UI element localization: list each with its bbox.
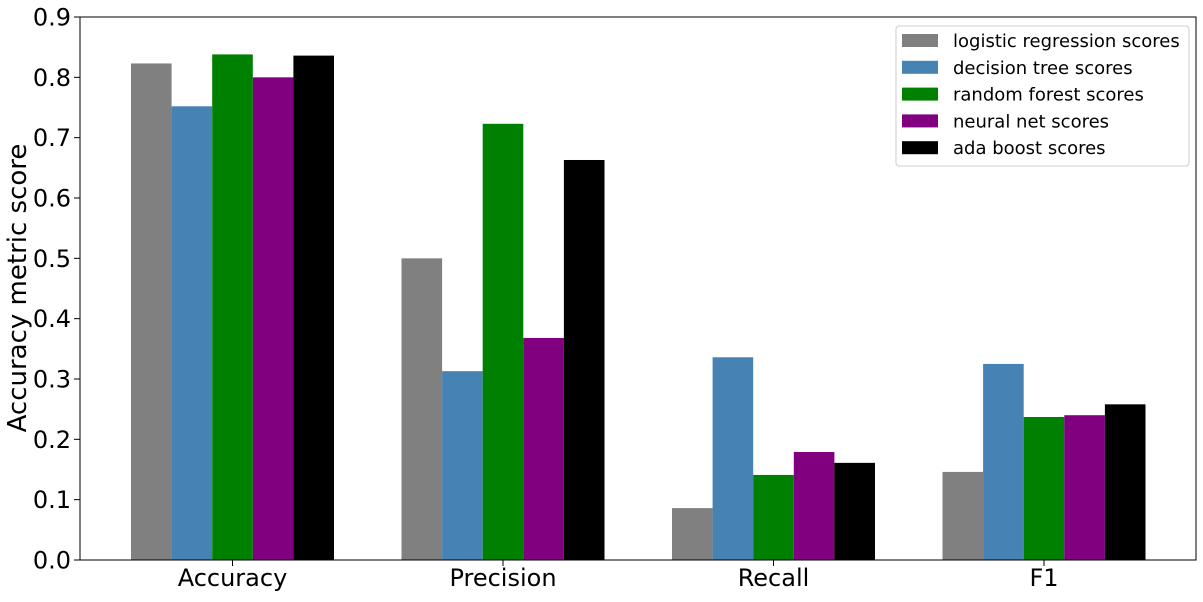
y-tick-label: 0.4 [33, 305, 71, 333]
legend-label: logistic regression scores [953, 31, 1180, 52]
bar-1-2 [712, 357, 754, 560]
y-tick-label: 0.2 [33, 426, 71, 454]
y-axis-label: Accuracy metric score [3, 144, 33, 433]
legend-swatch [902, 114, 938, 128]
legend-swatch [902, 141, 938, 155]
legend-label: random forest scores [953, 85, 1144, 106]
legend-swatch [902, 87, 938, 101]
bar-2-1 [482, 123, 524, 560]
bar-3-0 [252, 77, 294, 560]
bar-3-2 [793, 452, 835, 560]
bar-4-2 [834, 462, 875, 560]
bar-3-3 [1064, 415, 1105, 560]
legend-label: decision tree scores [953, 58, 1133, 79]
bar-0-2 [672, 508, 713, 560]
x-tick-label: Precision [449, 564, 556, 592]
bar-0-1 [401, 258, 443, 560]
bar-0-0 [131, 63, 172, 561]
bar-2-0 [212, 54, 253, 560]
bar-2-3 [1023, 417, 1065, 560]
y-tick-label: 0.0 [33, 547, 71, 575]
y-tick-label: 0.9 [33, 4, 71, 32]
y-tick-label: 0.6 [33, 185, 71, 213]
bar-4-3 [1104, 404, 1146, 560]
bar-4-1 [563, 159, 605, 561]
x-tick-label: Accuracy [178, 564, 288, 592]
y-tick-label: 0.1 [33, 486, 71, 514]
bar-4-0 [293, 55, 334, 561]
bar-1-0 [171, 106, 213, 560]
bar-1-3 [983, 363, 1024, 560]
bars-layer [131, 54, 1146, 561]
legend-box [895, 25, 1190, 167]
legend-label: neural net scores [953, 111, 1109, 132]
y-tick-label: 0.7 [33, 124, 71, 152]
y-tick-label: 0.8 [33, 64, 71, 92]
y-tick-label: 0.5 [33, 245, 71, 273]
bar-3-1 [523, 337, 564, 560]
x-axis: Accuracy Precision Recall F1 [178, 560, 1059, 592]
legend: logistic regression scores decision tree … [895, 25, 1190, 167]
plot-frame [79, 16, 1197, 561]
bar-2-2 [753, 474, 794, 560]
y-tick-label: 0.3 [33, 366, 71, 394]
x-tick-label: Recall [738, 564, 810, 592]
y-axis: 0.0 0.1 0.2 0.3 0.4 0.5 0.6 0.7 0.8 0.9 [33, 4, 80, 575]
x-tick-label: F1 [1029, 564, 1058, 592]
legend-swatch [902, 60, 938, 74]
legend-label: ada boost scores [953, 138, 1106, 159]
bar-0-3 [942, 471, 984, 560]
bar-1-1 [442, 371, 483, 560]
legend-swatch [902, 34, 938, 47]
